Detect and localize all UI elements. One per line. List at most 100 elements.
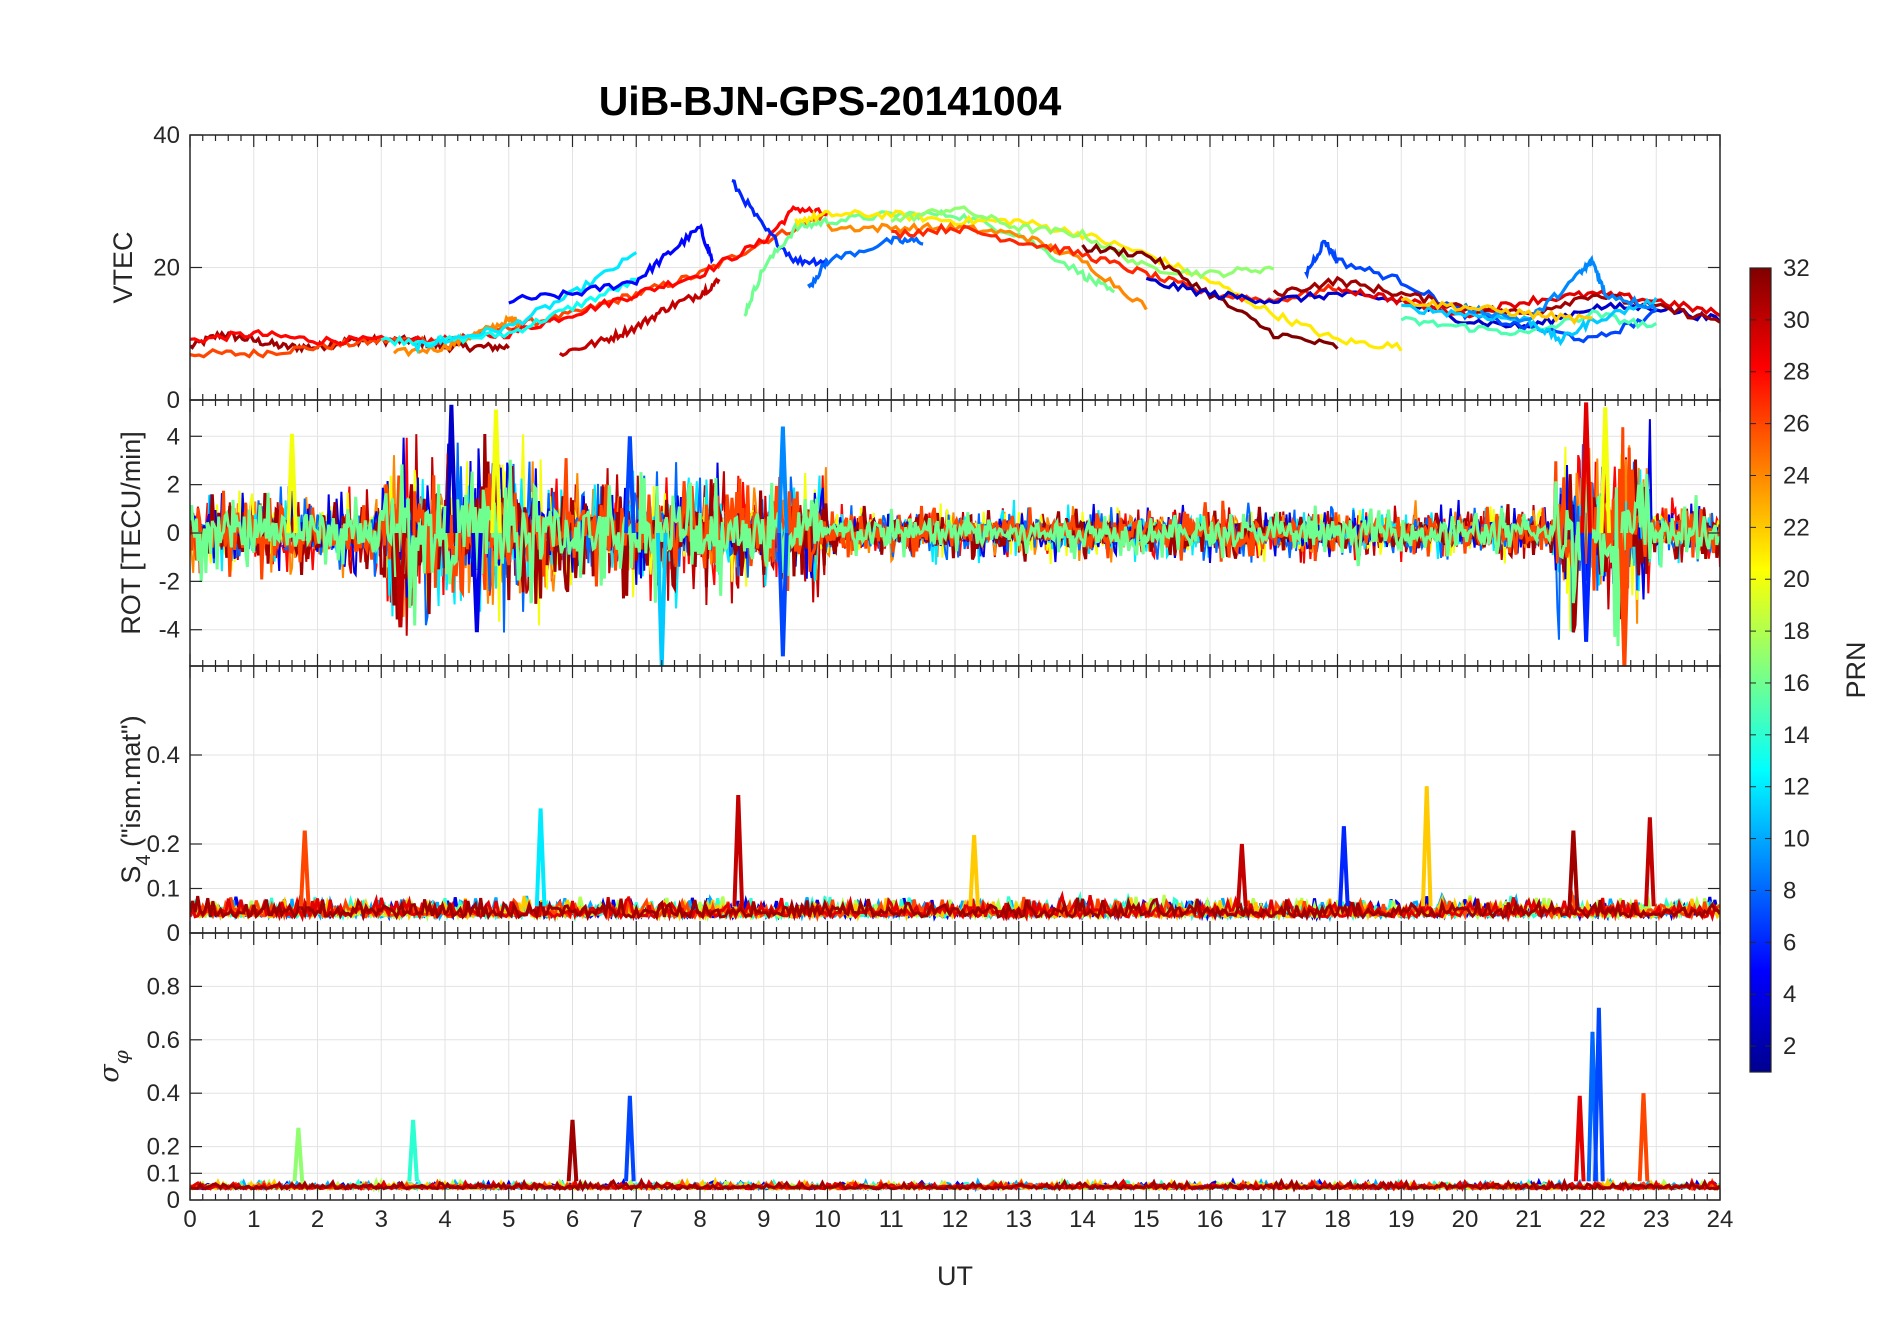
x-tick-label: 24 bbox=[1707, 1206, 1734, 1233]
colorbar-tick-label: 2 bbox=[1783, 1033, 1796, 1060]
x-tick-label: 14 bbox=[1069, 1206, 1096, 1233]
colorbar-tick-label: 22 bbox=[1783, 514, 1810, 541]
y-tick-label: 0.2 bbox=[147, 1134, 180, 1161]
chart-title: UiB-BJN-GPS-20141004 bbox=[599, 78, 1062, 124]
y-tick-label: 40 bbox=[153, 122, 180, 149]
spike-prn-7 bbox=[777, 532, 789, 657]
x-tick-label: 18 bbox=[1324, 1206, 1351, 1233]
y-tick-label: 0.4 bbox=[147, 742, 180, 769]
spike-prn-30 bbox=[732, 794, 745, 907]
spike-prn-14 bbox=[407, 1119, 419, 1182]
plot-area bbox=[190, 179, 1720, 359]
x-ticks bbox=[189, 666, 1721, 933]
spike-prn-3 bbox=[445, 404, 458, 534]
x-tick-label: 17 bbox=[1260, 1206, 1287, 1233]
y-tick-label: 0 bbox=[167, 520, 180, 547]
colorbar-tick-label: 14 bbox=[1783, 722, 1810, 749]
vtec-series-prn-9 bbox=[1463, 254, 1658, 324]
x-tick-label: 21 bbox=[1515, 1206, 1542, 1233]
vtec-series-prn-12 bbox=[412, 251, 638, 355]
y-tick-label: 0.6 bbox=[147, 1027, 180, 1054]
spike-prn-12 bbox=[534, 808, 547, 907]
vtec-series-prn-24 bbox=[392, 314, 523, 358]
y-tick-label: -2 bbox=[159, 568, 180, 595]
y-tick-label: 20 bbox=[153, 255, 180, 282]
x-tick-label: 19 bbox=[1388, 1206, 1415, 1233]
spike-prn-6 bbox=[1580, 532, 1592, 642]
y-tick-label: 0.4 bbox=[147, 1080, 180, 1107]
spike-prn-31 bbox=[566, 1119, 579, 1182]
x-ticks bbox=[189, 933, 1721, 1200]
x-tick-label: 20 bbox=[1452, 1206, 1479, 1233]
x-tick-label: 9 bbox=[757, 1206, 770, 1233]
colorbar-tick-label: 32 bbox=[1783, 255, 1810, 282]
x-tick-label: 5 bbox=[502, 1206, 515, 1233]
x-tick-label: 16 bbox=[1197, 1206, 1224, 1233]
vtec-series-prn-15 bbox=[1400, 309, 1658, 337]
spike-prn-30 bbox=[394, 532, 407, 628]
x-tick-label: 4 bbox=[438, 1206, 451, 1233]
spike-prn-30 bbox=[1644, 817, 1656, 907]
spike-prn-20 bbox=[490, 409, 502, 534]
x-axis-label: UT bbox=[937, 1261, 973, 1291]
vtec-series-prn-22 bbox=[1400, 296, 1593, 326]
x-tick-label: 11 bbox=[879, 1206, 904, 1233]
spike-prn-26 bbox=[298, 830, 311, 907]
vtec-series-prn-24 bbox=[826, 221, 1148, 311]
colorbar-tick-label: 28 bbox=[1783, 359, 1810, 386]
x-tick-label: 23 bbox=[1643, 1206, 1670, 1233]
y-tick-label: 0 bbox=[167, 1187, 180, 1214]
plot-area bbox=[190, 402, 1720, 666]
spike-prn-26 bbox=[1618, 532, 1631, 666]
x-tick-label: 2 bbox=[311, 1206, 324, 1233]
spike-prn-7 bbox=[1593, 1007, 1605, 1182]
index-series-prn-31 bbox=[190, 894, 1720, 922]
spike-prn-26 bbox=[1637, 1093, 1650, 1182]
colorbar-label: PRN bbox=[1841, 641, 1871, 698]
colorbar-tick-label: 4 bbox=[1783, 981, 1796, 1008]
y-axis-label: σφ bbox=[94, 1050, 133, 1082]
panel-4: 00.10.2 0.4 0.6 0.8 σφ bbox=[94, 932, 1721, 1214]
y-tick-label: 0.1 bbox=[147, 876, 180, 903]
y-tick-label: 0.8 bbox=[147, 973, 180, 1000]
y-tick-label: 0 bbox=[167, 920, 180, 947]
spike-prn-29 bbox=[1573, 1095, 1586, 1182]
x-tick-label: 3 bbox=[375, 1206, 388, 1233]
vtec-series-prn-7 bbox=[1304, 239, 1657, 344]
spike-prn-7 bbox=[624, 436, 636, 534]
x-tick-labels: 0 1 2 3 4 5 6 7 8 9 10 11 12 13 14 15 16 17 18 19 20 21 22 23 24 bbox=[183, 1206, 1733, 1233]
x-tick-label: 10 bbox=[814, 1206, 841, 1233]
vtec-series-prn-28 bbox=[190, 205, 829, 347]
panel-1: 0 20 40 VTEC bbox=[108, 122, 1721, 414]
vtec-series-prn-17 bbox=[890, 205, 1275, 280]
spike-prn-9 bbox=[777, 426, 789, 534]
x-tick-label: 1 bbox=[247, 1206, 260, 1233]
vtec-series-prn-30 bbox=[558, 277, 721, 358]
y-axis-label: S4 ("ism.mat") bbox=[116, 715, 155, 883]
vtec-series-prn-21 bbox=[794, 209, 1403, 352]
y-tick-label: 4 bbox=[167, 423, 180, 450]
spike-prn-20 bbox=[286, 433, 298, 534]
x-tick-label: 12 bbox=[942, 1206, 969, 1233]
y-tick-label: -4 bbox=[159, 617, 180, 644]
x-tick-label: 8 bbox=[693, 1206, 706, 1233]
y-tick-label: 0 bbox=[167, 387, 180, 414]
spike-prn-7 bbox=[624, 1095, 636, 1182]
colorbar-tick-label: 10 bbox=[1783, 826, 1810, 853]
spike-prn-22 bbox=[968, 834, 980, 907]
x-tick-label: 7 bbox=[630, 1206, 643, 1233]
colorbar-tick-label: 8 bbox=[1783, 877, 1796, 904]
x-tick-label: 6 bbox=[566, 1206, 579, 1233]
colorbar-tick-label: 30 bbox=[1783, 307, 1810, 334]
spike-prn-17 bbox=[292, 1127, 305, 1182]
colorbar-tick-label: 18 bbox=[1783, 618, 1810, 645]
spike-prn-29 bbox=[1580, 402, 1592, 534]
x-tick-label: 0 bbox=[183, 1206, 196, 1233]
vtec-series-prn-16 bbox=[743, 208, 1116, 317]
spike-prn-4 bbox=[471, 532, 483, 633]
vtec-series-prn-5 bbox=[508, 223, 715, 305]
y-tick-label: 2 bbox=[167, 472, 180, 499]
colorbar-tick-label: 6 bbox=[1783, 929, 1796, 956]
